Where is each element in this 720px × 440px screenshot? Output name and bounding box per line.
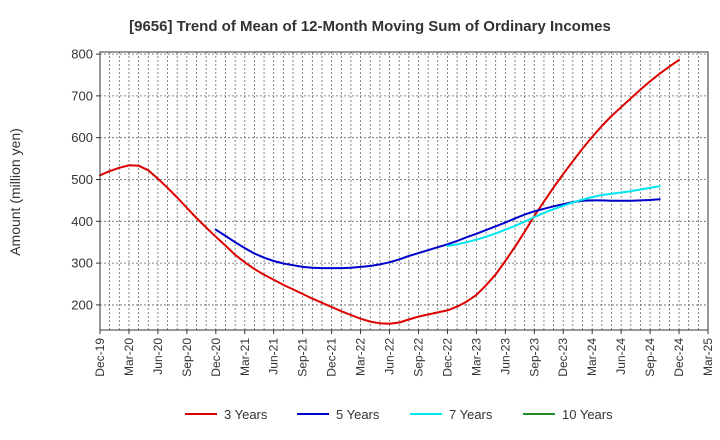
x-tick-label: Mar-24: [585, 338, 599, 376]
y-axis-ticks: 200 300 400 500 600 700 800: [71, 47, 100, 312]
x-tick-label: Jun-24: [614, 338, 628, 375]
x-tick-label: Sep-21: [296, 338, 310, 377]
series-lines: [99, 58, 680, 325]
legend-label: 3 Years: [224, 407, 268, 422]
x-tick-label: Mar-22: [354, 338, 368, 376]
x-tick-label: Mar-23: [469, 338, 483, 376]
x-tick-label: Sep-24: [643, 338, 657, 377]
x-tick-label: Dec-20: [209, 338, 223, 377]
y-tick-label: 400: [71, 214, 93, 229]
chart-title: [9656] Trend of Mean of 12-Month Moving …: [129, 18, 611, 35]
y-tick-label: 800: [71, 47, 93, 62]
y-tick-label: 300: [71, 256, 93, 271]
x-tick-label: Jun-21: [267, 338, 281, 375]
x-tick-label: Jun-23: [498, 338, 512, 375]
plot-frame: [99, 51, 709, 331]
series-line-7-years: [446, 185, 661, 247]
series-line-3-years: [99, 58, 680, 325]
x-tick-label: Sep-20: [180, 338, 194, 377]
legend-label: 7 Years: [449, 407, 493, 422]
x-tick-label: Sep-23: [527, 338, 541, 377]
y-tick-label: 600: [71, 130, 93, 145]
y-tick-label: 200: [71, 297, 93, 312]
y-tick-label: 700: [71, 88, 93, 103]
legend-label: 5 Years: [336, 407, 380, 422]
grid: [99, 52, 709, 330]
x-tick-label: Mar-21: [238, 338, 252, 376]
x-tick-label: Jun-22: [383, 338, 397, 375]
x-tick-label: Dec-24: [672, 338, 686, 377]
x-axis-ticks: Dec-19 Mar-20 Jun-20 Sep-20 Dec-20 Mar-21 Jun-…: [93, 330, 715, 377]
y-tick-label: 500: [71, 172, 93, 187]
x-tick-label: Dec-22: [440, 338, 454, 377]
x-tick-label: Mar-20: [122, 338, 136, 376]
series-line-5-years: [214, 198, 661, 270]
legend-label: 10 Years: [562, 407, 613, 422]
legend: 3 Years 5 Years 7 Years 10 Years: [185, 407, 613, 422]
x-tick-label: Sep-22: [411, 338, 425, 377]
x-tick-label: Jun-20: [151, 338, 165, 375]
x-tick-label: Mar-25: [701, 338, 715, 376]
x-tick-label: Dec-19: [93, 338, 107, 377]
y-axis-label: Amount (million yen): [7, 128, 23, 256]
x-tick-label: Dec-21: [325, 338, 339, 377]
x-tick-label: Dec-23: [556, 338, 570, 377]
